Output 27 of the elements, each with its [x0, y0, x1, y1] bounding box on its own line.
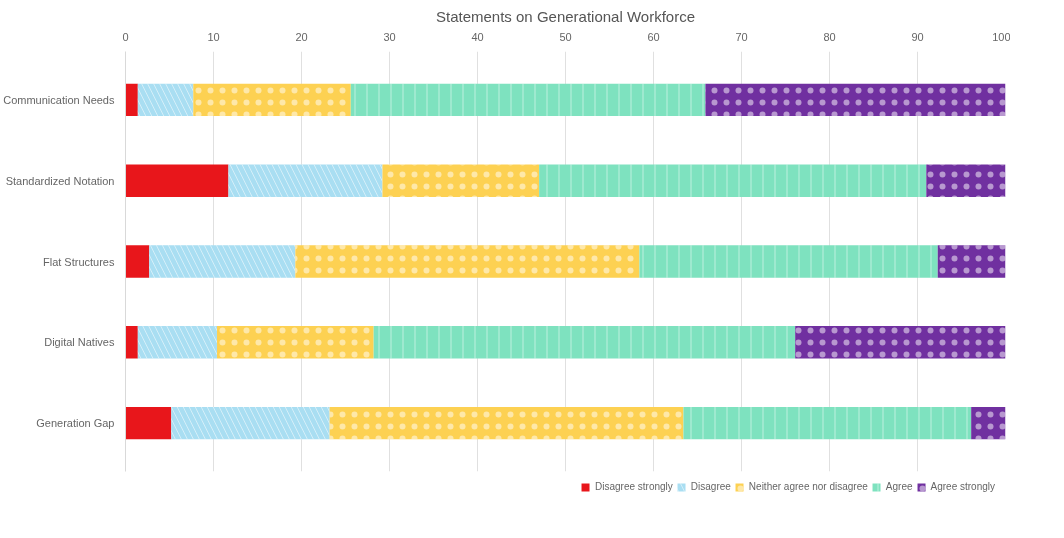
x-tick-label: 50: [559, 30, 572, 43]
legend-label: Disagree: [690, 481, 731, 492]
x-tick-label: 80: [823, 30, 836, 43]
bar: [125, 164, 229, 197]
legend-label: Agree strongly: [930, 481, 995, 492]
x-tick-label: 10: [207, 30, 220, 43]
x-tick-label: 90: [911, 30, 924, 43]
y-tick-label: Flat Structures: [42, 255, 115, 268]
legend-label: Agree: [885, 481, 913, 492]
x-tick-label: 100: [992, 30, 1011, 43]
bar: [125, 326, 138, 359]
x-tick-label: 30: [383, 30, 396, 43]
x-tick-label: 40: [471, 30, 484, 43]
y-tick-label: Generation Gap: [36, 417, 115, 430]
x-tick-label: 20: [295, 30, 308, 43]
chart-title: Statements on Generational Workforce: [435, 7, 696, 25]
x-tick-label: 70: [735, 30, 748, 43]
legend-label: Disagree strongly: [595, 481, 673, 492]
legend-label: Neither agree nor disagree: [748, 481, 868, 492]
bar: [125, 406, 172, 440]
x-tick-label: 0: [122, 30, 129, 43]
bar: [125, 83, 138, 117]
y-tick-label: Standardized Notation: [5, 174, 115, 187]
y-tick-label: Digital Natives: [44, 336, 115, 349]
y-tick-label: Communication Needs: [3, 93, 115, 106]
x-tick-label: 60: [647, 30, 660, 43]
bar: [125, 245, 150, 278]
